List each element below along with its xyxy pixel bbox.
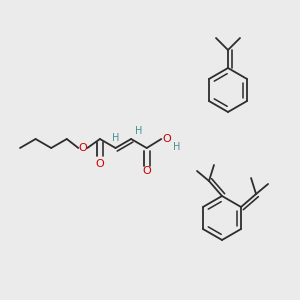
Text: O: O (142, 166, 151, 176)
Text: H: H (112, 133, 119, 143)
Text: O: O (162, 134, 171, 144)
Text: H: H (135, 126, 143, 136)
Text: O: O (78, 143, 87, 153)
Text: O: O (96, 159, 104, 169)
Text: H: H (172, 142, 180, 152)
